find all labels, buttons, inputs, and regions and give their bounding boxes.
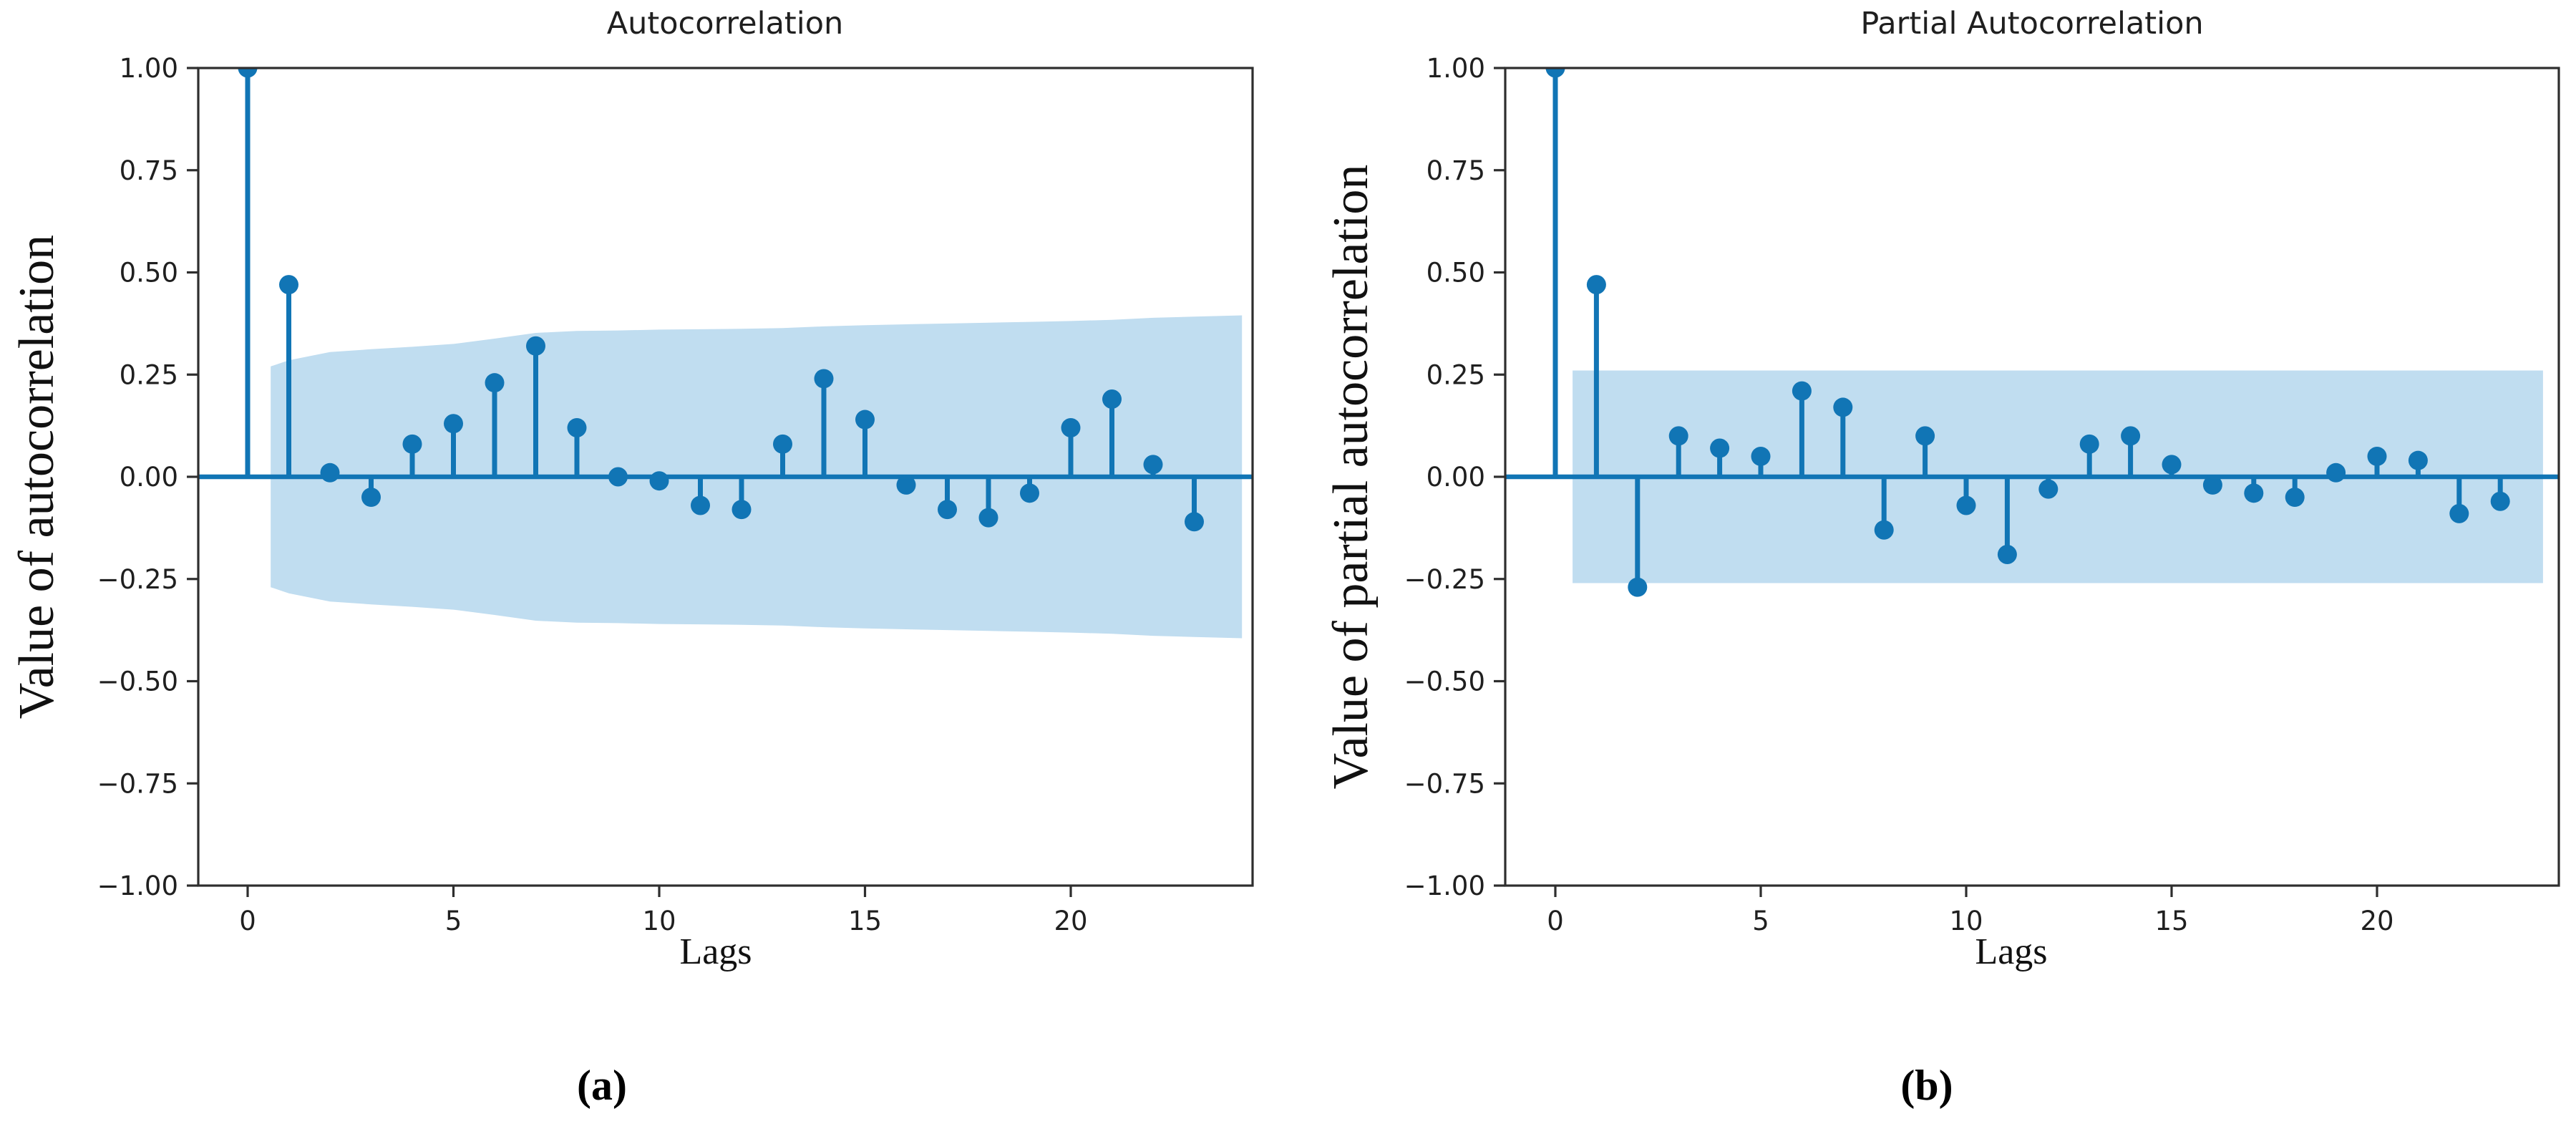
marker-lag-17 — [938, 500, 957, 520]
x-tick-label: 15 — [2154, 906, 2188, 931]
y-tick-label: 0.50 — [120, 258, 178, 289]
caption-b: (b) — [1900, 1062, 1953, 1109]
marker-lag-21 — [1102, 389, 1122, 410]
marker-lag-23 — [2490, 491, 2510, 511]
y-tick-label: 0.25 — [1426, 359, 1485, 390]
y-tick-label: −1.00 — [1404, 871, 1485, 901]
caption-a: (a) — [577, 1062, 627, 1109]
marker-lag-11 — [691, 495, 710, 515]
marker-lag-15 — [855, 410, 875, 430]
x-tick-label: 0 — [1547, 906, 1564, 931]
x-tick-label: 10 — [642, 906, 676, 931]
marker-lag-12 — [732, 500, 752, 520]
y-tick-label: 0.75 — [1426, 155, 1485, 186]
marker-lag-22 — [2449, 503, 2469, 523]
y-tick-label: 1.00 — [1426, 53, 1485, 84]
marker-lag-0 — [1545, 68, 1565, 78]
marker-lag-0 — [238, 68, 258, 78]
marker-lag-19 — [2326, 462, 2346, 483]
marker-lag-3 — [1668, 426, 1688, 446]
x-tick-label: 0 — [239, 906, 256, 931]
marker-lag-18 — [978, 508, 998, 528]
marker-lag-6 — [485, 373, 505, 393]
pacf-title: Partial Autocorrelation — [1860, 6, 2204, 42]
marker-lag-13 — [773, 434, 792, 454]
y-tick-label: 0.50 — [1426, 258, 1485, 289]
marker-lag-1 — [279, 275, 298, 295]
marker-lag-20 — [1061, 417, 1081, 437]
plot-area — [198, 68, 1253, 639]
marker-lag-2 — [1628, 577, 1648, 597]
x-tick-label: 10 — [1949, 906, 1983, 931]
marker-lag-17 — [2244, 483, 2264, 503]
marker-lag-10 — [649, 471, 669, 491]
x-tick-label: 15 — [848, 906, 882, 931]
pacf-plot-canvas: 1.00 0.75 0.50 0.25 0.00 −0.25 −0.50 −0.75 −1.00… — [1404, 53, 2560, 931]
acf-title: Autocorrelation — [606, 6, 844, 42]
y-tick-label: −0.25 — [97, 564, 178, 595]
acf-plot-canvas: 1.00 0.75 0.50 0.25 0.00 −0.25 −0.50 −0.75 −1.00… — [97, 53, 1254, 931]
marker-lag-7 — [526, 336, 545, 356]
marker-lag-10 — [1956, 495, 1976, 515]
y-tick-label: 0.00 — [1426, 462, 1485, 493]
marker-lag-8 — [1874, 520, 1894, 540]
marker-lag-5 — [444, 414, 463, 434]
y-tick-label: −0.50 — [1404, 667, 1485, 697]
marker-lag-21 — [2408, 450, 2428, 470]
y-tick-label: −0.75 — [97, 768, 178, 799]
marker-lag-9 — [608, 467, 628, 487]
marker-lag-22 — [1143, 455, 1163, 475]
marker-lag-15 — [2162, 455, 2182, 475]
x-tick-label: 5 — [445, 906, 462, 931]
y-tick-label: −0.75 — [1404, 768, 1485, 799]
marker-lag-5 — [1751, 446, 1771, 466]
marker-lag-7 — [1833, 397, 1853, 417]
marker-lag-11 — [1997, 544, 2017, 564]
acf-x-axis-label: Lags — [679, 931, 752, 972]
marker-lag-3 — [361, 488, 381, 508]
y-tick-label: 0.25 — [120, 359, 178, 390]
marker-lag-19 — [1020, 483, 1039, 503]
plot-area — [1505, 68, 2559, 597]
marker-lag-2 — [320, 462, 340, 483]
marker-lag-16 — [896, 475, 916, 495]
marker-lag-23 — [1185, 512, 1204, 532]
x-tick-label: 5 — [1752, 906, 1769, 931]
x-tick-label: 20 — [1054, 906, 1087, 931]
y-tick-label: 0.75 — [120, 155, 178, 186]
marker-lag-14 — [814, 369, 834, 389]
y-tick-label: −0.25 — [1404, 564, 1485, 595]
marker-lag-18 — [2285, 488, 2305, 508]
y-tick-label: −0.50 — [97, 667, 178, 697]
marker-lag-9 — [1915, 426, 1935, 446]
y-tick-label: 1.00 — [120, 53, 178, 84]
marker-lag-20 — [2367, 446, 2387, 466]
marker-lag-6 — [1792, 381, 1812, 401]
marker-lag-14 — [2121, 426, 2141, 446]
y-tick-label: 0.00 — [120, 462, 178, 493]
x-tick-label: 20 — [2360, 906, 2393, 931]
marker-lag-16 — [2202, 475, 2222, 495]
marker-lag-1 — [1586, 275, 1606, 295]
pacf-x-axis-label: Lags — [1975, 931, 2048, 972]
marker-lag-13 — [2079, 434, 2099, 454]
y-tick-label: −1.00 — [97, 871, 178, 901]
marker-lag-12 — [2038, 479, 2059, 499]
marker-lag-8 — [567, 417, 587, 437]
marker-lag-4 — [1710, 438, 1730, 458]
marker-lag-4 — [402, 434, 422, 454]
